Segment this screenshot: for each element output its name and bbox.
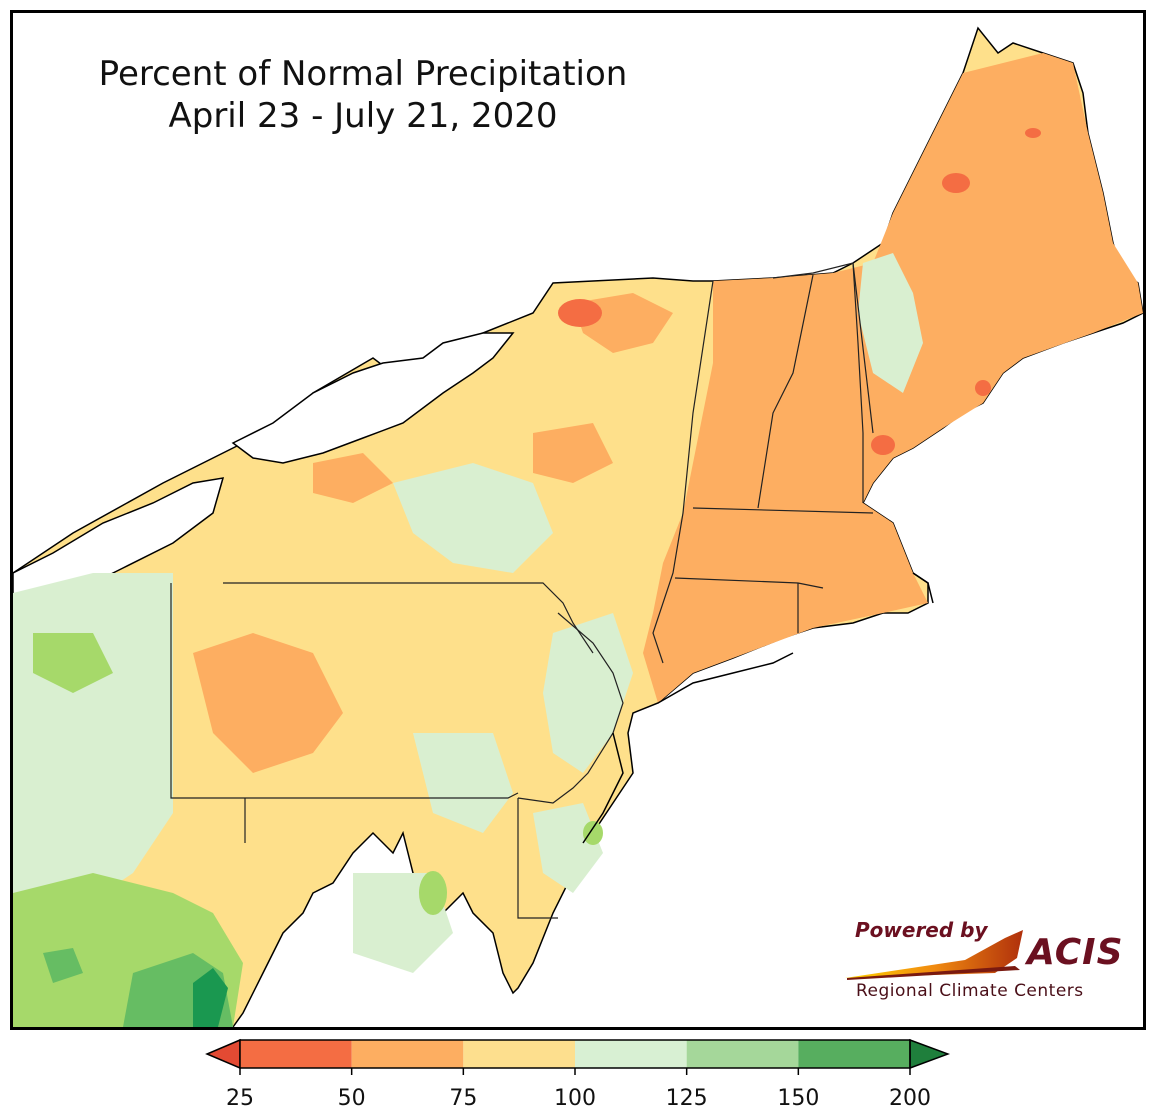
colorbar-segment xyxy=(798,1040,910,1068)
coastline xyxy=(582,572,934,844)
colorbar-segment xyxy=(463,1040,575,1068)
map-canvas xyxy=(13,26,1143,1027)
acis-powered-by: Powered by xyxy=(855,918,988,942)
acis-swoosh-icon xyxy=(845,930,1023,980)
colorbar-bar xyxy=(205,1038,950,1075)
colorbar-tick-label: 50 xyxy=(337,1086,366,1111)
colorbar-tick-label: 125 xyxy=(665,1086,708,1111)
colorbar-over-arrow xyxy=(909,1038,950,1070)
far-above-normal-zones xyxy=(193,968,228,1027)
far-below-normal-zones xyxy=(558,128,1041,455)
precipitation-map: Percent of Normal Precipitation April 23… xyxy=(10,10,1146,1030)
colorbar-tick-label: 100 xyxy=(554,1086,596,1111)
colorbar-segment xyxy=(686,1040,799,1068)
colorbar-tick-label: 200 xyxy=(889,1086,931,1111)
map-title: Percent of Normal Precipitation April 23… xyxy=(53,53,673,137)
acis-name: ACIS xyxy=(1027,932,1124,973)
near-normal-zones xyxy=(13,253,923,973)
title-line-2: April 23 - July 21, 2020 xyxy=(168,96,558,136)
colorbar-segment xyxy=(351,1040,464,1068)
lake-ontario xyxy=(231,332,515,464)
colorbar-tick-label: 75 xyxy=(449,1086,478,1111)
colorbar-under-arrow xyxy=(205,1038,241,1070)
acis-logo: Powered by ACIS Regional Climate Centers xyxy=(845,918,1135,1008)
colorbar-tick-label: 25 xyxy=(226,1086,254,1111)
colorbar-segment xyxy=(575,1040,687,1068)
colorbar-legend: 25 50 75 100 125 150 200 xyxy=(205,1036,950,1111)
colorbar-tick-label: 150 xyxy=(777,1086,820,1111)
colorbar-segment xyxy=(240,1040,352,1068)
title-line-1: Percent of Normal Precipitation xyxy=(98,54,628,94)
acis-subtitle: Regional Climate Centers xyxy=(856,981,1084,1001)
